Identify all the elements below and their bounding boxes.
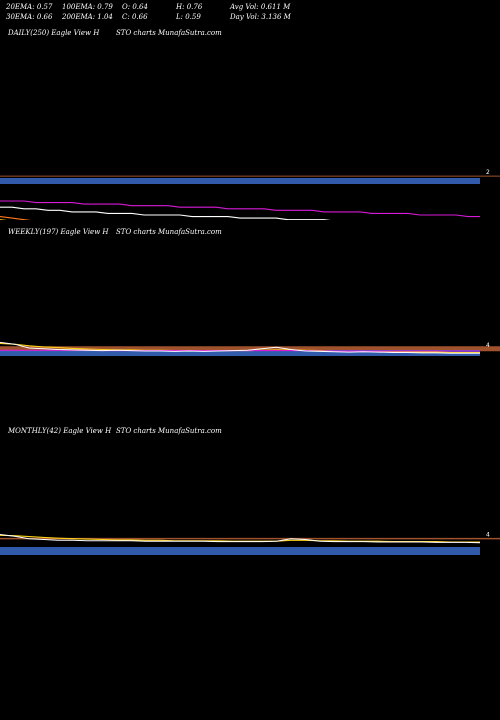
volume-band: [0, 350, 480, 356]
weekly-label-left: WEEKLY(197) Eagle View H: [8, 228, 109, 236]
low-readout: L: 0.59: [176, 13, 201, 21]
close-readout: C: 0.66: [122, 13, 148, 21]
monthly-chart: 4: [0, 532, 500, 555]
ema200-readout: 200EMA: 1.04: [62, 13, 113, 21]
price-tick-label: 2: [486, 169, 490, 176]
daily-label-left: DAILY(250) Eagle View H: [8, 29, 100, 37]
monthly-label-right: STO charts MunafaSutra.com: [116, 427, 222, 435]
price-line: [0, 341, 480, 354]
daily-label-right: STO charts MunafaSutra.com: [116, 29, 222, 37]
ema200-line: [0, 200, 480, 218]
price-tick-label: 4: [486, 532, 490, 539]
monthly-label-left: MONTHLY(42) Eagle View H: [8, 427, 112, 435]
ema100-readout: 100EMA: 0.79: [62, 3, 113, 11]
weekly-chart: 4: [0, 341, 500, 356]
price-line: [0, 534, 481, 544]
volume-band: [0, 178, 480, 184]
volume-band: [0, 547, 480, 555]
ema30-readout: 30EMA: 0.66: [6, 13, 53, 21]
day-vol-readout: Day Vol: 3.136 M: [230, 13, 291, 21]
avg-vol-readout: Avg Vol: 0.611 M: [230, 3, 291, 11]
price-tick-label: 4: [486, 342, 490, 349]
weekly-label-right: STO charts MunafaSutra.com: [116, 228, 222, 236]
daily-chart: 2: [0, 169, 500, 220]
ema100-line: [0, 206, 331, 220]
open-readout: O: 0.64: [122, 3, 148, 11]
high-readout: H: 0.76: [176, 3, 203, 11]
ema20-readout: 20EMA: 0.57: [6, 3, 53, 11]
